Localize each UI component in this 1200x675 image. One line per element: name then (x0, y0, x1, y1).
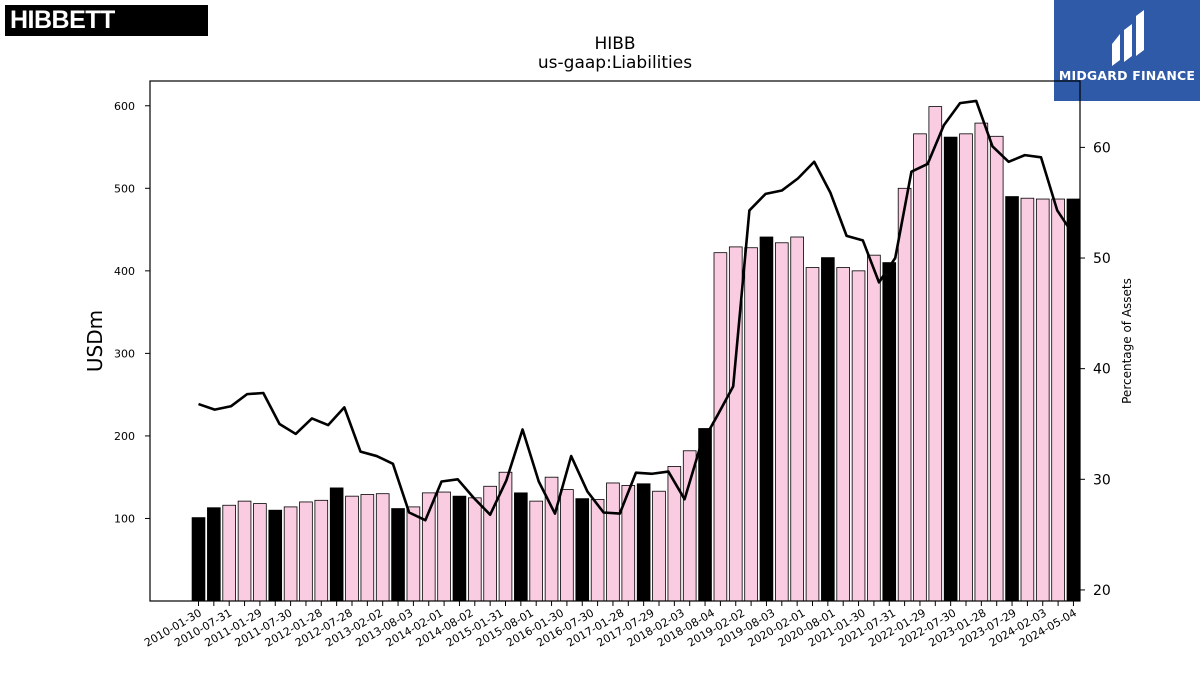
bar (1066, 198, 1081, 602)
bar (959, 133, 973, 602)
percentage-line (198, 99, 1075, 522)
bar (790, 236, 804, 602)
bar (1035, 198, 1050, 602)
bar (237, 500, 252, 602)
y2-tick-label: 20 (1093, 583, 1111, 599)
right-axis: 20 30 40 50 60 (1080, 140, 1111, 599)
bar (329, 487, 344, 602)
bar (283, 506, 298, 602)
x-axis: 2010-01-302010-07-312011-01-292011-07-30… (142, 601, 1079, 650)
bar (314, 499, 329, 602)
bar (667, 466, 682, 602)
y-tick-label: 200 (114, 430, 135, 443)
hibbett-logo-text: HIBBETT SPORTS (10, 6, 115, 70)
bar (759, 236, 774, 602)
bar (375, 493, 390, 602)
y-tick-label: 100 (114, 512, 135, 525)
bar (391, 508, 405, 602)
midgard-mark-icon (1112, 10, 1144, 66)
bar (222, 504, 237, 602)
line-series (198, 99, 1075, 522)
hibbett-sports-logo: HIBBETT SPORTS® (5, 5, 208, 69)
bar (437, 491, 451, 602)
bar (345, 495, 359, 602)
bar (867, 254, 881, 602)
bar (744, 247, 758, 602)
registered-mark: ® (109, 46, 117, 57)
bar (268, 509, 283, 602)
bar (253, 503, 267, 602)
bar (698, 428, 712, 602)
bar (989, 135, 1004, 602)
bar (897, 187, 912, 602)
bar (821, 257, 835, 602)
bar (1020, 197, 1035, 602)
y-tick-label: 400 (114, 265, 135, 278)
y2-tick-label: 40 (1093, 362, 1111, 378)
chart-title: HIBB (594, 34, 635, 54)
bar (836, 267, 850, 602)
bar (575, 498, 590, 602)
y2-tick-label: 60 (1093, 140, 1111, 156)
plot-frame (149, 80, 1081, 602)
y-tick-label: 600 (114, 100, 135, 113)
bar (207, 507, 221, 602)
bar (606, 482, 620, 602)
midgard-logo-text: MIDGARD FINANCE (1058, 68, 1196, 83)
midgard-finance-logo: MIDGARD FINANCE (1054, 0, 1200, 101)
bar (713, 252, 728, 602)
y-tick-label: 500 (114, 182, 135, 195)
bar (775, 242, 789, 602)
bar (851, 270, 866, 602)
bar (1005, 196, 1019, 602)
bar (928, 106, 943, 602)
bar (805, 267, 820, 602)
bar (1051, 198, 1065, 602)
y-tick-label: 300 (114, 347, 135, 360)
bar (452, 495, 467, 602)
bar (636, 483, 651, 602)
chart-subtitle: us-gaap:Liabilities (538, 53, 692, 73)
y2-axis-label: Percentage of Assets (1120, 278, 1134, 404)
bar (560, 489, 574, 602)
y-axis-label: USDm (83, 310, 107, 372)
bar (360, 494, 375, 602)
bar (682, 450, 697, 602)
bar-series (191, 106, 1081, 602)
y2-tick-label: 30 (1093, 472, 1111, 488)
bar (406, 506, 421, 602)
bar (590, 499, 605, 602)
bar (974, 122, 989, 602)
bar (191, 517, 206, 602)
bar (913, 133, 927, 602)
bar (529, 500, 543, 602)
bar (514, 492, 528, 602)
bar (467, 497, 482, 602)
y2-tick-label: 50 (1093, 251, 1111, 267)
bar (652, 490, 666, 602)
bar (943, 136, 958, 602)
bar (299, 501, 313, 602)
bar (882, 262, 897, 602)
left-axis: 100 200 300 400 500 600 (114, 100, 150, 525)
